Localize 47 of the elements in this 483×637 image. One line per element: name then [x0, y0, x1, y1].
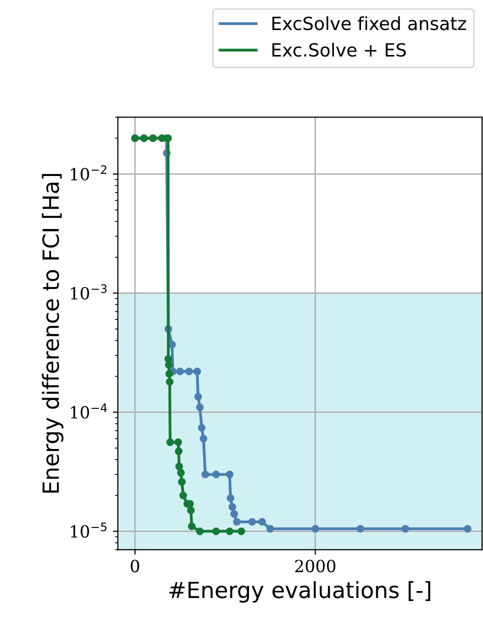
point: [187, 506, 195, 514]
point: [175, 462, 183, 470]
point: [177, 468, 185, 477]
y-tick-label: 10$^{−5}$: [70, 522, 107, 538]
y-axis-title: Energy difference to FCI [Ha]: [42, 174, 64, 493]
point: [176, 368, 184, 376]
point: [226, 470, 234, 478]
x-tick-label: 0: [130, 560, 140, 572]
point: [193, 368, 201, 376]
y-tick-label: 10$^{−3}$: [70, 284, 107, 300]
point: [464, 524, 472, 533]
point: [164, 360, 173, 369]
point: [185, 368, 193, 376]
point: [179, 492, 188, 500]
legend-label: Exc.Solve + ES: [272, 42, 406, 57]
y-tick-label: 10$^{−4}$: [70, 404, 107, 419]
point: [166, 378, 174, 386]
point: [226, 527, 234, 536]
point: [212, 470, 220, 478]
point: [238, 527, 246, 536]
point: [228, 503, 236, 511]
point: [226, 494, 234, 502]
point: [212, 527, 220, 536]
point: [174, 438, 182, 446]
point: [194, 392, 202, 400]
point: [266, 524, 274, 533]
point: [166, 438, 174, 446]
point: [258, 518, 266, 526]
point: [230, 510, 238, 518]
point: [233, 518, 241, 526]
point: [402, 524, 410, 533]
x-axis-title: #Energy evaluations [-]: [169, 581, 430, 603]
point: [248, 518, 256, 526]
point: [201, 470, 210, 478]
x-tick-label: 2000: [295, 560, 336, 572]
point: [198, 424, 206, 432]
legend-label: ExcSolve fixed ansatz: [272, 16, 466, 30]
point: [174, 447, 183, 456]
point: [178, 478, 186, 486]
point: [165, 370, 174, 378]
point: [196, 527, 204, 536]
point: [200, 434, 208, 442]
point: [196, 403, 204, 412]
y-tick-label: 10$^{−2}$: [70, 165, 106, 180]
point: [311, 524, 320, 533]
point: [356, 524, 364, 533]
point: [188, 522, 196, 530]
